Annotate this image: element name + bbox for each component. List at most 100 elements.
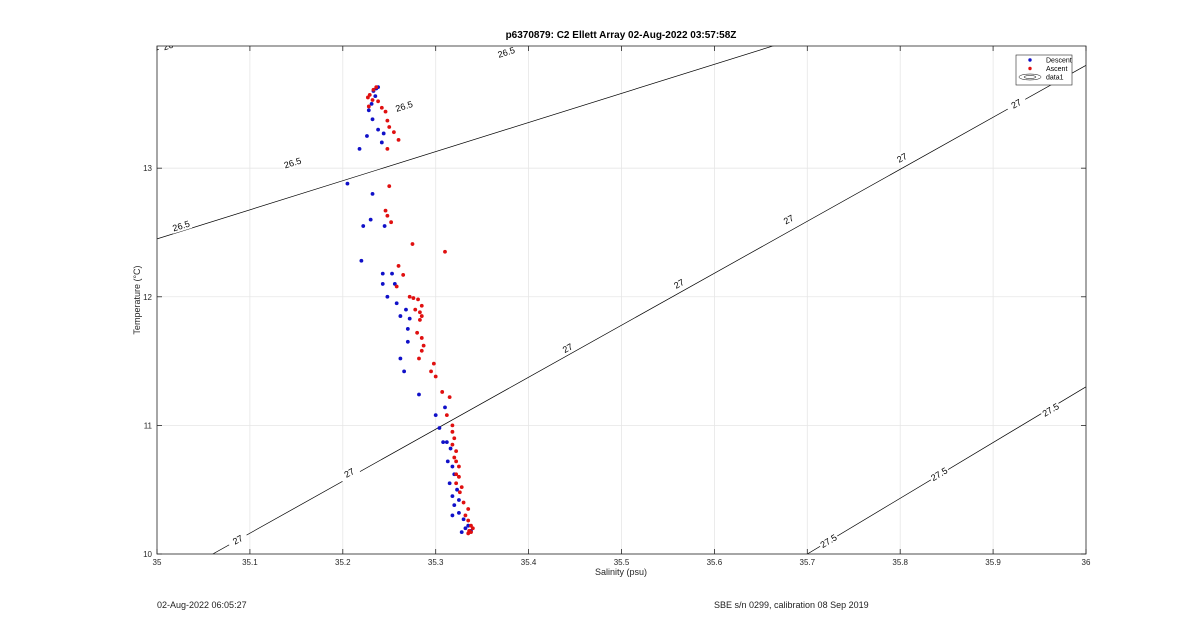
ascent-point [463,513,468,518]
descent-point [380,271,385,276]
descent-point [447,481,452,486]
descent-point [404,307,408,312]
ascent-point [461,500,466,505]
y-tick-label: 10 [143,550,152,559]
descent-point [457,498,461,502]
contour-label: 27 [1010,97,1024,111]
descent-point [405,327,410,331]
ascent-point [396,137,401,142]
contour-label: 27 [342,466,356,480]
ascent-point [457,474,461,479]
ascent-point [383,109,388,114]
x-tick-label: 35.6 [707,558,723,567]
ascent-point [450,442,455,447]
descent-point [370,117,375,122]
x-tick-label: 35.8 [892,558,908,567]
ascent-point [418,318,422,322]
descent-point [455,487,459,492]
ascent-point [385,146,390,151]
descent-point [359,258,364,263]
ascent-point [396,264,401,268]
ascent-point [389,220,394,225]
contour-line-26.5 [157,46,775,240]
ascent-point [419,303,424,308]
contour-label: 26.5 [585,0,605,1]
ascent-point [454,472,459,477]
descent-point [345,181,350,186]
x-tick-label: 36 [1082,558,1091,567]
ascent-point [419,314,424,318]
ascent-point [387,184,392,189]
ascent-point [454,449,459,454]
descent-point [398,314,403,318]
descent-point [382,224,387,228]
descent-point [385,294,390,299]
contour-label: 26.5 [283,156,303,171]
footer-timestamp: 02-Aug-2022 06:05:27 [157,600,247,610]
contour-label: 26.5 [496,45,516,60]
ascent-point [419,348,424,353]
x-tick-label: 35.9 [985,558,1001,567]
legend-label-data1: data1 [1046,75,1064,82]
ascent-point [470,526,475,531]
y-tick-label: 13 [143,164,152,173]
ascent-point [443,249,447,254]
descent-point [390,271,394,276]
ascent-point [419,336,424,340]
descent-point [405,339,410,344]
ascent-point [376,99,381,104]
descent-point [441,440,446,445]
x-tick-label: 35.5 [614,558,630,567]
ascent-point [383,208,388,213]
ascent-point [394,284,399,289]
ascent-point [450,423,455,428]
contour-label: 27 [895,151,909,165]
ascent-point [371,87,376,92]
footer-calibration: SBE s/n 0299, calibration 08 Sep 2019 [714,600,869,610]
ascent-point [379,105,384,110]
descent-point [457,510,461,515]
contour-label: 27 [672,277,686,291]
ascent-point [459,485,464,490]
descent-point [379,140,384,145]
descent-point [445,459,450,464]
ascent-point [365,95,370,100]
legend-label-descent: Descent [1046,58,1072,65]
x-axis-ticks: 35 35.1 35.2 35.3 35.4 35.5 35.6 35.7 35.8 35.9 36 [153,46,1091,567]
ascent-point [466,518,471,523]
y-axis-ticks: 10 11 12 13 [143,164,1086,559]
x-tick-label: 35 [153,558,162,567]
ascent-point [417,356,421,361]
descent-point [373,94,378,99]
ascent-point [418,310,422,315]
ascent-point [444,413,449,418]
descent-point [444,440,449,445]
legend-label-ascent: Ascent [1046,66,1067,73]
ascent-point [391,130,396,135]
descent-point [466,523,471,528]
y-tick-label: 11 [144,421,153,430]
ascent-point [454,481,459,486]
x-axis-label: Salinity (psu) [595,567,647,577]
ascent-point [452,436,457,441]
ascent-point [457,490,462,495]
x-tick-label: 35.2 [335,558,351,567]
ascent-point [457,464,461,469]
x-tick-label: 35.7 [800,558,816,567]
ascent-point [385,118,390,123]
legend-contour-icon-inner [1023,75,1037,79]
ascent-point [415,330,420,335]
descent-point [402,369,407,374]
contour-label: 26.5 [171,219,191,234]
descent-point [365,134,369,138]
descent-point [417,392,421,397]
ascent-point [429,369,433,374]
descent-point [443,405,447,410]
ascent-point [370,98,375,102]
ascent-point [385,213,390,218]
descent-point [357,146,362,151]
ascent-point [433,374,438,379]
ascent-point [416,297,420,302]
